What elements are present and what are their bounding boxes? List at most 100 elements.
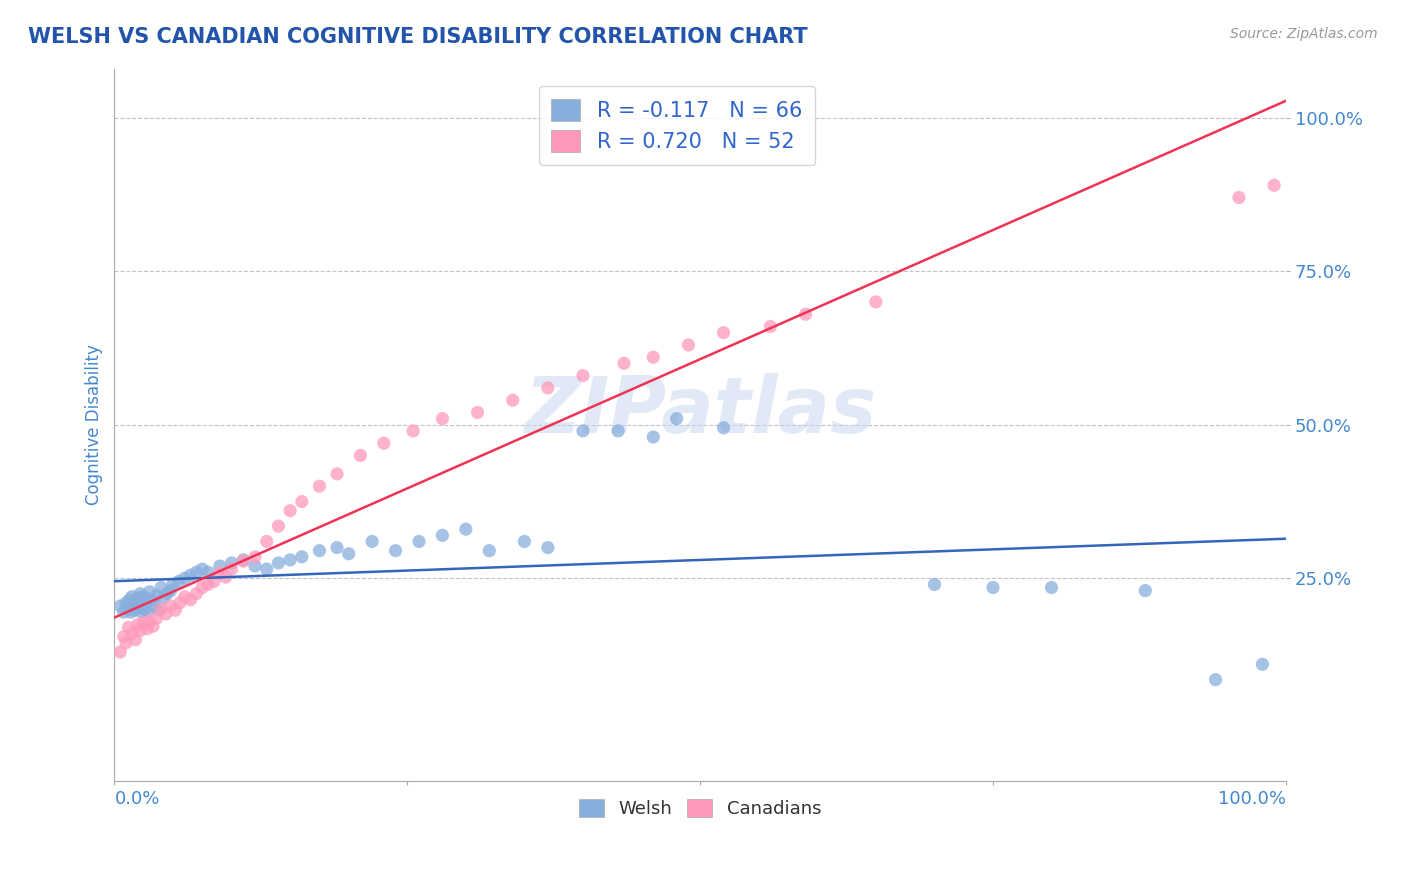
Point	[1227, 190, 1250, 204]
Point	[713, 326, 735, 340]
Point	[308, 479, 330, 493]
Point	[643, 350, 665, 364]
Point	[267, 519, 290, 533]
Point	[124, 632, 146, 647]
Point	[124, 594, 146, 608]
Point	[713, 421, 735, 435]
Point	[197, 577, 219, 591]
Point	[502, 393, 524, 408]
Point	[537, 541, 560, 555]
Point	[117, 602, 139, 616]
Point	[159, 583, 181, 598]
Point	[678, 338, 700, 352]
Point	[337, 547, 360, 561]
Point	[167, 574, 190, 589]
Point	[156, 587, 179, 601]
Point	[121, 590, 143, 604]
Point	[128, 600, 150, 615]
Point	[256, 562, 278, 576]
Point	[215, 570, 238, 584]
Point	[150, 581, 173, 595]
Point	[402, 424, 425, 438]
Point	[243, 559, 266, 574]
Point	[129, 624, 152, 638]
Point	[115, 596, 138, 610]
Point	[165, 603, 187, 617]
Point	[467, 405, 489, 419]
Point	[134, 602, 156, 616]
Point	[121, 626, 143, 640]
Point	[143, 599, 166, 613]
Point	[256, 534, 278, 549]
Point	[665, 411, 688, 425]
Point	[186, 587, 208, 601]
Text: WELSH VS CANADIAN COGNITIVE DISABILITY CORRELATION CHART: WELSH VS CANADIAN COGNITIVE DISABILITY C…	[28, 27, 807, 46]
Point	[112, 605, 135, 619]
Point	[122, 599, 145, 613]
Legend: Welsh, Canadians: Welsh, Canadians	[572, 791, 828, 825]
Point	[278, 504, 301, 518]
Point	[186, 565, 208, 579]
Point	[127, 617, 149, 632]
Point	[136, 605, 159, 619]
Point	[326, 467, 349, 481]
Point	[131, 592, 153, 607]
Point	[267, 556, 290, 570]
Text: ZIPatlas: ZIPatlas	[524, 373, 876, 449]
Point	[373, 436, 395, 450]
Point	[132, 615, 155, 630]
Point	[243, 549, 266, 564]
Point	[384, 543, 406, 558]
Point	[202, 574, 225, 589]
Point	[159, 599, 181, 613]
Point	[138, 584, 160, 599]
Point	[981, 581, 1004, 595]
Point	[180, 592, 202, 607]
Point	[308, 543, 330, 558]
Point	[155, 607, 177, 621]
Point	[232, 554, 254, 568]
Point	[759, 319, 782, 334]
Point	[173, 571, 195, 585]
Point	[232, 553, 254, 567]
Point	[1040, 581, 1063, 595]
Point	[142, 619, 165, 633]
Point	[138, 615, 160, 629]
Y-axis label: Cognitive Disability: Cognitive Disability	[86, 344, 103, 505]
Point	[150, 602, 173, 616]
Point	[478, 543, 501, 558]
Point	[291, 494, 314, 508]
Text: 0.0%: 0.0%	[114, 790, 160, 808]
Point	[408, 534, 430, 549]
Point	[432, 411, 454, 425]
Point	[162, 577, 184, 591]
Point	[454, 522, 477, 536]
Point	[361, 534, 384, 549]
Point	[180, 568, 202, 582]
Point	[152, 591, 174, 605]
Point	[208, 559, 231, 574]
Point	[278, 553, 301, 567]
Point	[643, 430, 665, 444]
Point	[115, 636, 138, 650]
Point	[513, 534, 536, 549]
Point	[141, 592, 163, 607]
Point	[110, 599, 132, 613]
Point	[221, 562, 243, 576]
Point	[1263, 178, 1285, 193]
Point	[129, 587, 152, 601]
Point	[613, 356, 636, 370]
Point	[120, 605, 142, 619]
Point	[125, 597, 148, 611]
Point	[537, 381, 560, 395]
Point	[127, 591, 149, 605]
Point	[117, 620, 139, 634]
Point	[191, 562, 214, 576]
Point	[432, 528, 454, 542]
Point	[191, 581, 214, 595]
Point	[145, 589, 167, 603]
Text: Source: ZipAtlas.com: Source: ZipAtlas.com	[1230, 27, 1378, 41]
Point	[112, 630, 135, 644]
Point	[145, 611, 167, 625]
Point	[1205, 673, 1227, 687]
